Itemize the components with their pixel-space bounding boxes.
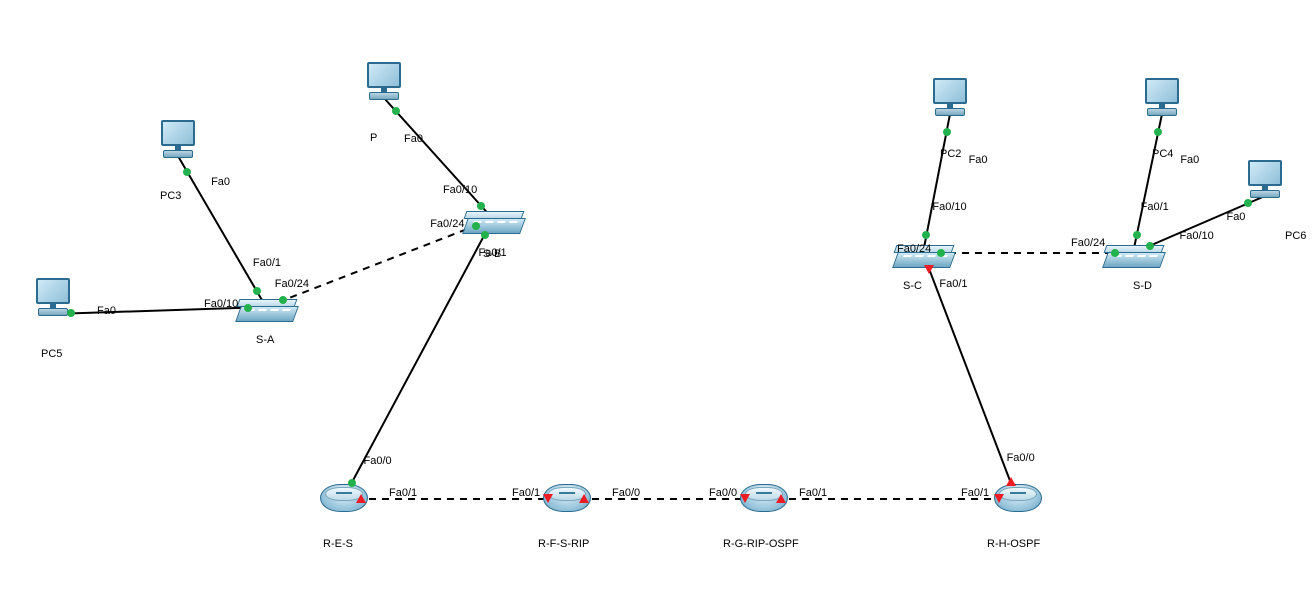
link-status-down-icon [924, 265, 934, 274]
link-status-up-icon [481, 231, 489, 239]
port-label: Fa0/24 [1071, 237, 1105, 249]
device-label: S-D [1133, 280, 1152, 292]
port-label: Fa0 [969, 154, 988, 166]
link-status-up-icon [1133, 231, 1141, 239]
device-label: S-C [903, 280, 922, 292]
port-label: Fa0/0 [364, 455, 392, 467]
link-status-down-icon [579, 494, 589, 503]
port-label: Fa0/0 [709, 487, 737, 499]
link-status-down-icon [776, 494, 786, 503]
device-label: R-H-OSPF [987, 538, 1040, 550]
device-label: P [370, 132, 377, 144]
pc-pc3[interactable]: PC3 [158, 120, 198, 160]
device-label: PC3 [160, 190, 181, 202]
port-label: Fa0/10 [1180, 230, 1214, 242]
link-status-up-icon [348, 479, 356, 487]
link[interactable] [266, 219, 493, 307]
link-status-down-icon [994, 494, 1004, 503]
link-status-up-icon [472, 222, 480, 230]
link-status-down-icon [1006, 477, 1016, 486]
link-status-up-icon [67, 309, 75, 317]
link-status-up-icon [1146, 242, 1154, 250]
link-status-up-icon [922, 231, 930, 239]
link[interactable] [923, 253, 1017, 499]
port-label: Fa0 [97, 305, 116, 317]
link-status-up-icon [279, 296, 287, 304]
port-label: Fa0 [1226, 211, 1245, 223]
port-label: Fa0/1 [1141, 201, 1169, 213]
link[interactable] [384, 98, 493, 219]
device-label: R-G-RIP-OSPF [723, 538, 799, 550]
link-status-up-icon [943, 128, 951, 136]
pc-pc4[interactable]: PC4 [1142, 78, 1182, 118]
port-label: Fa0/24 [430, 218, 464, 230]
link-status-up-icon [1154, 128, 1162, 136]
port-label: Fa0/10 [932, 201, 966, 213]
link-status-up-icon [253, 287, 261, 295]
port-label: Fa0/0 [612, 487, 640, 499]
port-label: Fa0 [404, 133, 423, 145]
link-status-down-icon [740, 494, 750, 503]
device-label: PC2 [940, 148, 961, 160]
link-status-up-icon [244, 304, 252, 312]
device-label: R-F-S-RIP [538, 538, 589, 550]
pc-pc1[interactable]: P [364, 62, 404, 102]
port-label: Fa0/1 [939, 278, 967, 290]
device-label: S-A [256, 334, 274, 346]
topology-canvas: { "canvas": { "width": 1314, "height": 6… [0, 0, 1314, 611]
port-label: Fa0/1 [961, 487, 989, 499]
link-status-up-icon [937, 249, 945, 257]
port-label: Fa0/24 [275, 278, 309, 290]
link-status-up-icon [477, 202, 485, 210]
pc-pc6[interactable]: PC6 [1245, 160, 1285, 200]
device-label: PC6 [1285, 230, 1306, 242]
device-label: R-E-S [323, 538, 353, 550]
links-layer [0, 0, 1314, 611]
pc-pc2[interactable]: PC2 [930, 78, 970, 118]
device-label: PC4 [1152, 148, 1173, 160]
port-label: Fa0/0 [1007, 452, 1035, 464]
port-label: Fa0 [211, 176, 230, 188]
port-label: Fa0/1 [389, 487, 417, 499]
link-status-up-icon [183, 168, 191, 176]
link-status-up-icon [1111, 249, 1119, 257]
port-label: Fa0/1 [479, 247, 507, 259]
port-label: Fa0/1 [799, 487, 827, 499]
link-status-up-icon [1244, 199, 1252, 207]
link-status-up-icon [392, 107, 400, 115]
port-label: Fa0/1 [512, 487, 540, 499]
port-label: Fa0/10 [204, 298, 238, 310]
link-status-down-icon [356, 494, 366, 503]
port-label: Fa0 [1180, 154, 1199, 166]
link-status-down-icon [543, 494, 553, 503]
port-label: Fa0/24 [897, 243, 931, 255]
port-label: Fa0/10 [443, 184, 477, 196]
device-label: PC5 [41, 348, 62, 360]
port-label: Fa0/1 [253, 257, 281, 269]
